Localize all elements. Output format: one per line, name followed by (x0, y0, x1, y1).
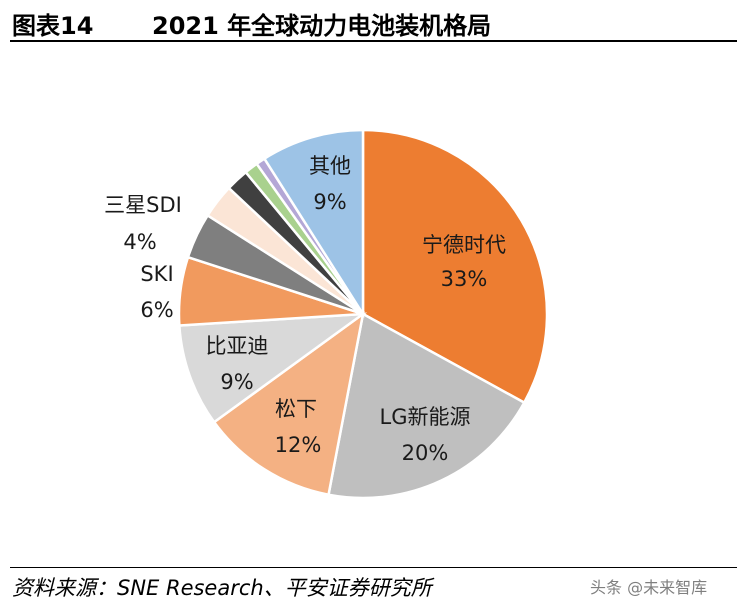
watermark: 头条 @未来智库 (590, 578, 708, 597)
chart-title: 2021 年全球动力电池装机格局 (152, 12, 492, 40)
slice-value-label: 12% (275, 433, 322, 457)
pie-chart: 宁德时代 33% LG新能源 20% 松下 12% 比亚迪 9% SKI 6% 三星SDI 4% 其他 9… (104, 128, 549, 500)
footer-divider (10, 567, 737, 568)
slice-value-label: 9% (220, 370, 253, 394)
slice-name-label: LG新能源 (380, 405, 471, 429)
source-note: 资料来源：SNE Research、平安证券研究所 (12, 576, 432, 600)
pie-slice-1 (327, 312, 526, 500)
title-bar: 图表14 2021 年全球动力电池装机格局 (10, 4, 737, 42)
slice-name-label: 宁德时代 (422, 233, 506, 257)
pie-slice-10 (262, 128, 365, 319)
slice-value-label: 20% (402, 441, 449, 465)
slice-value-label: 4% (123, 230, 156, 254)
slice-name-label: 其他 (309, 154, 351, 178)
figure-label: 图表14 (12, 12, 94, 40)
slice-value-label: 6% (140, 298, 173, 322)
slice-name-label: SKI (140, 262, 173, 286)
slice-value-label: 9% (313, 190, 346, 214)
pie-slice-3 (178, 312, 368, 424)
slice-value-label: 33% (441, 267, 488, 291)
pie-slice-2 (212, 311, 365, 497)
slice-name-label: 三星SDI (104, 193, 182, 217)
slice-name-label: 比亚迪 (206, 334, 269, 358)
slice-name-label: 松下 (275, 397, 317, 421)
pie-slice-0 (361, 128, 549, 405)
